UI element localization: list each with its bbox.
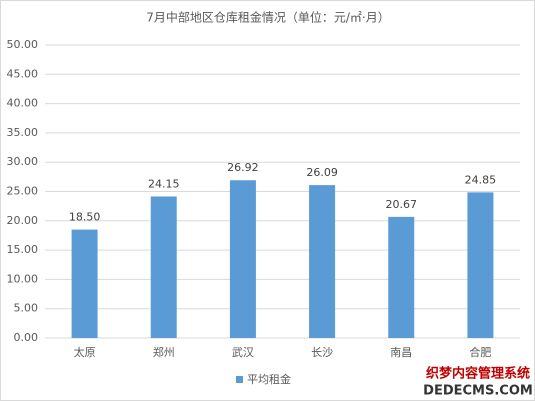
x-tick-label: 长沙 [311,346,333,359]
x-tick-label: 武汉 [232,346,254,359]
x-tick-label: 郑州 [153,345,175,359]
chart-title: 7月中部地区仓库租金情况（单位：元/㎡·月） [146,10,390,25]
y-tick-label: 30.00 [7,155,39,168]
value-label: 20.67 [386,198,418,211]
y-tick-label: 20.00 [7,214,39,227]
y-tick-label: 40.00 [7,97,39,110]
y-tick-label: 0.00 [14,331,39,344]
bar [309,185,336,338]
bar [229,180,256,338]
bar [388,216,415,338]
y-tick-label: 50.00 [7,38,39,51]
value-label: 24.15 [148,177,180,190]
watermark: 织梦内容管理系统 [426,366,530,382]
value-label: 18.50 [69,211,101,224]
legend-swatch [236,376,243,383]
y-tick-label: 10.00 [7,272,39,285]
x-tick-label: 合肥 [469,345,491,359]
x-tick-label: 太原 [74,346,96,359]
watermark: DEDECMS.COM [423,384,533,399]
y-tick-label: 25.00 [7,185,39,198]
y-tick-label: 35.00 [7,126,39,139]
y-tick-label: 5.00 [14,302,39,315]
value-label: 26.92 [227,161,259,174]
bar [467,192,494,338]
bar [71,229,98,338]
y-tick-label: 45.00 [7,67,39,80]
value-label: 26.09 [306,166,338,179]
x-tick-label: 南昌 [390,346,412,359]
bar [150,196,177,338]
value-label: 24.85 [465,173,497,186]
y-tick-label: 15.00 [7,243,39,256]
legend-label: 平均租金 [247,372,291,386]
